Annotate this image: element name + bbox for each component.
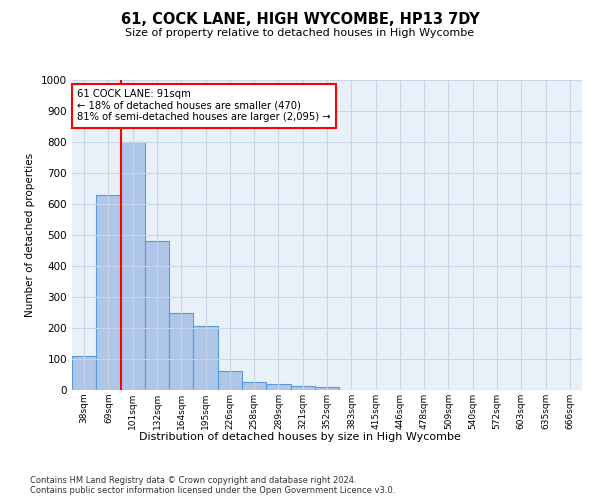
Bar	[169, 312, 193, 390]
Y-axis label: Number of detached properties: Number of detached properties	[25, 153, 35, 317]
Bar	[145, 241, 169, 390]
Text: Distribution of detached houses by size in High Wycombe: Distribution of detached houses by size …	[139, 432, 461, 442]
Bar	[315, 387, 339, 390]
Bar	[121, 142, 145, 390]
Bar	[266, 384, 290, 390]
Bar	[242, 382, 266, 390]
Text: Contains HM Land Registry data © Crown copyright and database right 2024.
Contai: Contains HM Land Registry data © Crown c…	[30, 476, 395, 495]
Bar	[218, 371, 242, 390]
Bar	[193, 326, 218, 390]
Text: 61, COCK LANE, HIGH WYCOMBE, HP13 7DY: 61, COCK LANE, HIGH WYCOMBE, HP13 7DY	[121, 12, 479, 28]
Text: Size of property relative to detached houses in High Wycombe: Size of property relative to detached ho…	[125, 28, 475, 38]
Bar	[72, 356, 96, 390]
Bar	[290, 386, 315, 390]
Bar	[96, 194, 121, 390]
Text: 61 COCK LANE: 91sqm
← 18% of detached houses are smaller (470)
81% of semi-detac: 61 COCK LANE: 91sqm ← 18% of detached ho…	[77, 90, 331, 122]
